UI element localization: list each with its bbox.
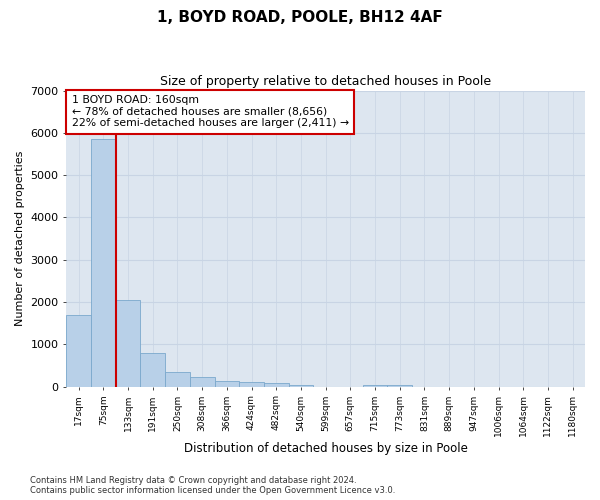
X-axis label: Distribution of detached houses by size in Poole: Distribution of detached houses by size … bbox=[184, 442, 467, 455]
Bar bbox=[116, 300, 140, 386]
Bar bbox=[67, 315, 91, 386]
Bar bbox=[190, 377, 215, 386]
Bar bbox=[140, 353, 165, 386]
Text: 1, BOYD ROAD, POOLE, BH12 4AF: 1, BOYD ROAD, POOLE, BH12 4AF bbox=[157, 10, 443, 25]
Bar bbox=[363, 384, 388, 386]
Bar bbox=[165, 372, 190, 386]
Bar bbox=[264, 384, 289, 386]
Title: Size of property relative to detached houses in Poole: Size of property relative to detached ho… bbox=[160, 75, 491, 88]
Bar bbox=[289, 384, 313, 386]
Bar bbox=[215, 381, 239, 386]
Text: Contains HM Land Registry data © Crown copyright and database right 2024.
Contai: Contains HM Land Registry data © Crown c… bbox=[30, 476, 395, 495]
Bar bbox=[91, 139, 116, 386]
Text: 1 BOYD ROAD: 160sqm
← 78% of detached houses are smaller (8,656)
22% of semi-det: 1 BOYD ROAD: 160sqm ← 78% of detached ho… bbox=[71, 95, 349, 128]
Y-axis label: Number of detached properties: Number of detached properties bbox=[15, 151, 25, 326]
Bar bbox=[239, 382, 264, 386]
